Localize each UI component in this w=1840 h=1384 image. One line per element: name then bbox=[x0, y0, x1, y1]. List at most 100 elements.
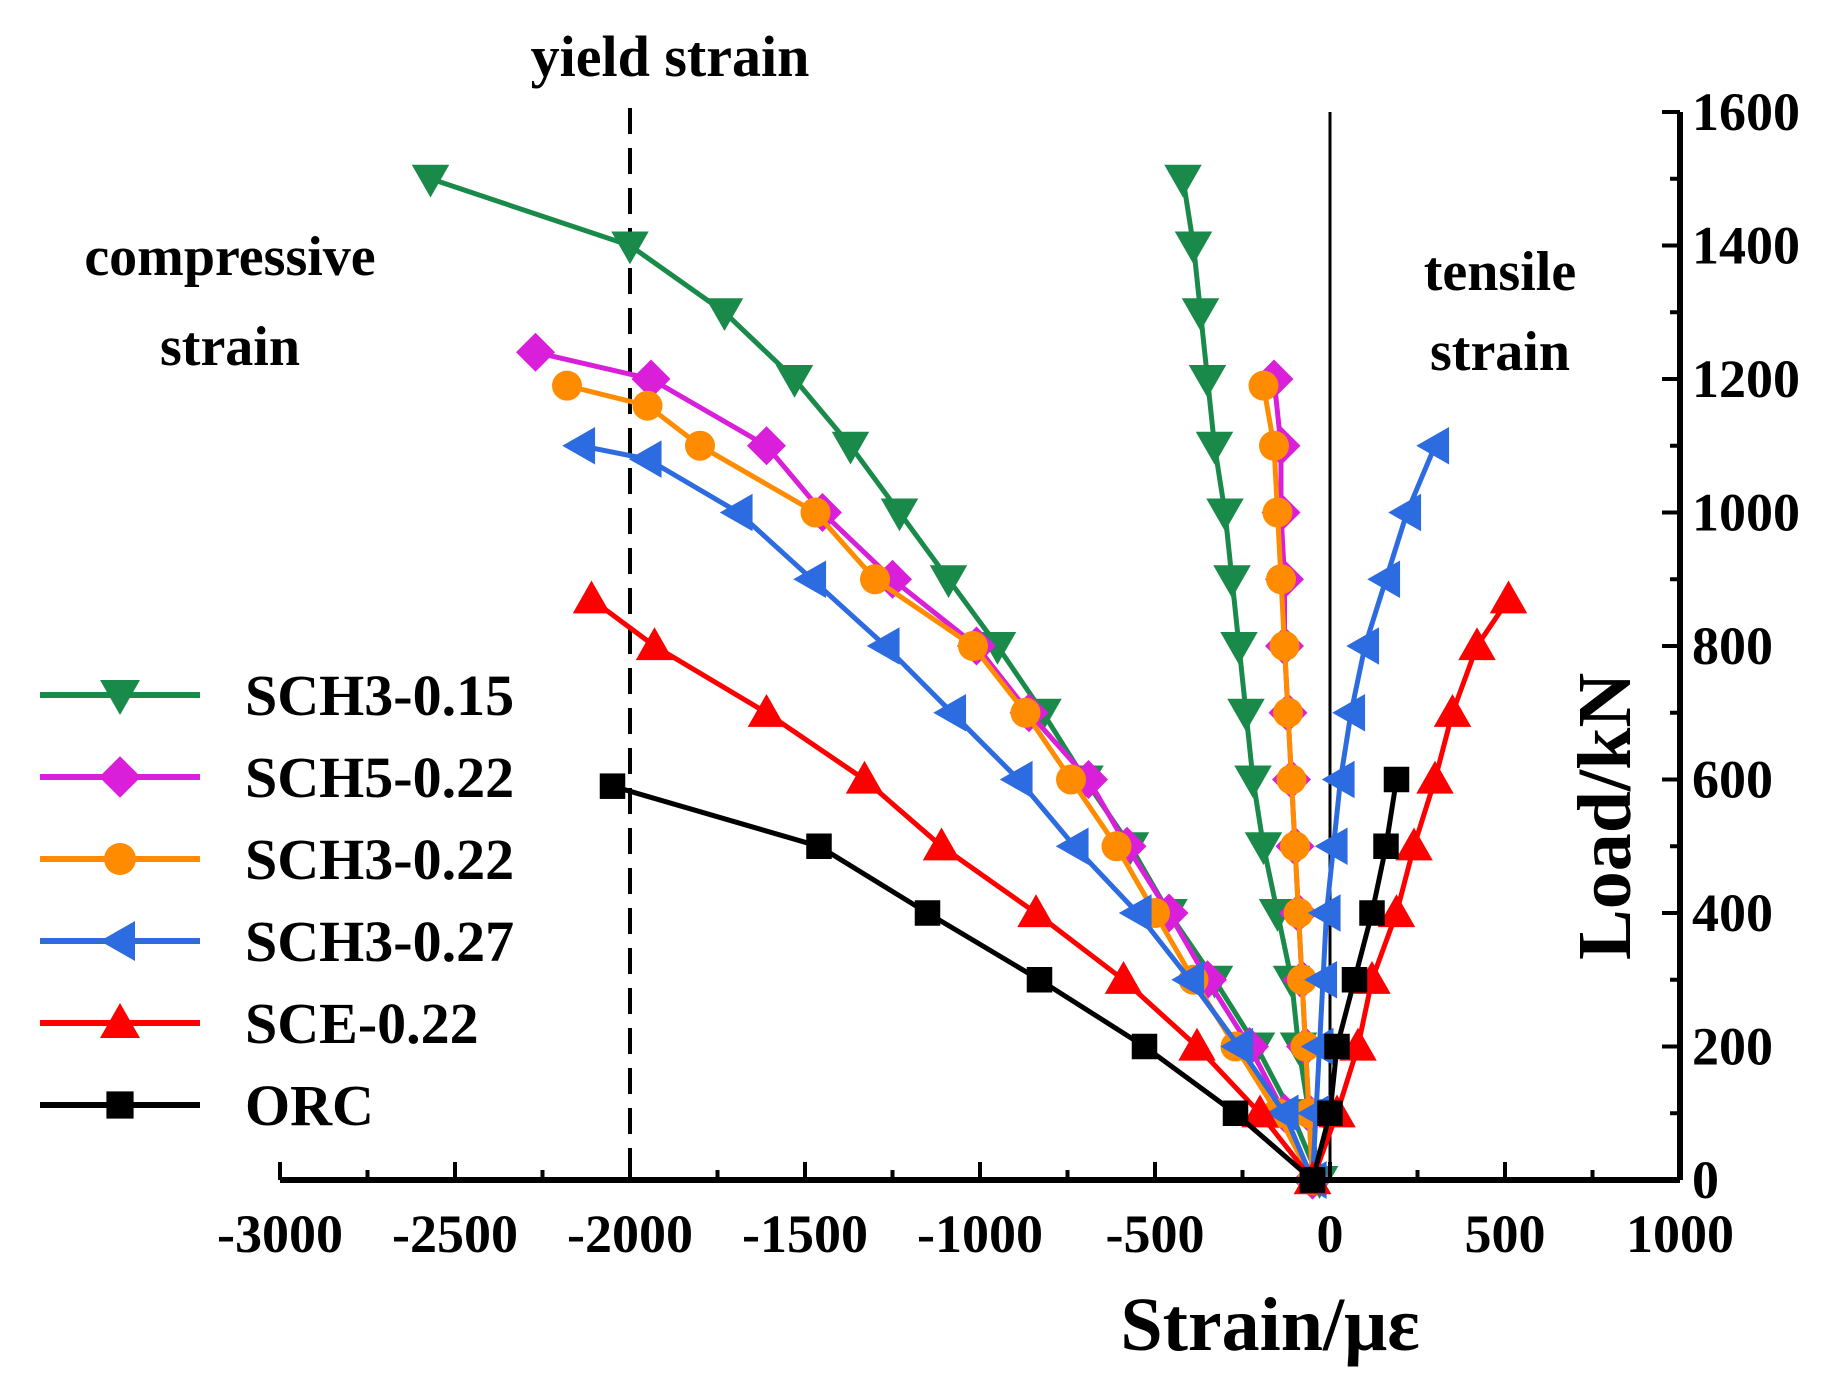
x-tick-label: 500 bbox=[1465, 1204, 1546, 1264]
data-point bbox=[1383, 766, 1410, 793]
series-sce-0.22 bbox=[572, 580, 1528, 1195]
x-tick-label: -2500 bbox=[392, 1204, 518, 1264]
data-point bbox=[1280, 831, 1310, 862]
data-point bbox=[1433, 694, 1472, 727]
data-point bbox=[599, 773, 626, 799]
series-sch3-0.22 bbox=[552, 370, 1328, 1195]
legend-item: SCH3-0.27 bbox=[40, 909, 514, 974]
y-axis-label: Load/kN bbox=[1563, 673, 1647, 960]
data-point bbox=[1287, 964, 1317, 995]
data-point bbox=[1188, 364, 1227, 398]
data-point bbox=[1373, 833, 1399, 859]
data-point bbox=[562, 427, 596, 465]
data-point bbox=[1174, 231, 1213, 265]
data-point bbox=[1104, 961, 1143, 994]
data-point bbox=[914, 900, 941, 926]
data-point bbox=[1010, 697, 1041, 728]
data-point bbox=[747, 694, 786, 727]
data-point bbox=[1283, 898, 1314, 928]
x-tick-label: -500 bbox=[1106, 1204, 1205, 1264]
legend-label: SCE-0.22 bbox=[245, 991, 479, 1056]
data-point bbox=[1171, 961, 1205, 999]
data-point bbox=[1220, 631, 1258, 665]
series-orc bbox=[599, 766, 1410, 1193]
data-point bbox=[1195, 431, 1234, 465]
data-point bbox=[719, 493, 753, 532]
data-point bbox=[1359, 900, 1385, 926]
series-line-sch3-0.27-branch-1 bbox=[580, 443, 1315, 1181]
data-point bbox=[1101, 831, 1132, 862]
x-tick-label: -3000 bbox=[217, 1204, 343, 1264]
data-point bbox=[1346, 627, 1380, 665]
data-point bbox=[552, 370, 582, 401]
data-point bbox=[1131, 1033, 1158, 1060]
series-line-sch3-0.22-branch-1 bbox=[566, 383, 1315, 1182]
data-point bbox=[1324, 1033, 1350, 1060]
x-tick-label: -1500 bbox=[742, 1204, 868, 1264]
data-point bbox=[1241, 1094, 1279, 1128]
y-tick-label: 1000 bbox=[1692, 483, 1800, 543]
data-point bbox=[1055, 827, 1089, 865]
series-line-sch3-0.15-branch-2 bbox=[1180, 178, 1322, 1181]
data-point bbox=[933, 694, 967, 732]
data-point bbox=[1395, 827, 1433, 861]
data-point bbox=[929, 565, 968, 598]
series-line-sch3-0.15-branch-1 bbox=[429, 176, 1322, 1181]
data-point bbox=[1458, 627, 1496, 661]
data-point bbox=[1321, 760, 1355, 799]
legend-swatch-marker bbox=[100, 921, 135, 961]
data-point bbox=[831, 431, 870, 465]
legend-item: SCH3-0.22 bbox=[40, 827, 514, 892]
annotation-tensile: tensile bbox=[1424, 241, 1576, 303]
data-point bbox=[1222, 1100, 1249, 1126]
legend-label: SCH3-0.27 bbox=[245, 909, 514, 974]
axes: -3000 -2500 -2000 -1500 -1000 -500 0 500 1000020… bbox=[217, 82, 1800, 1264]
data-point bbox=[631, 359, 671, 399]
legend-swatch-marker bbox=[99, 756, 141, 798]
data-point bbox=[747, 426, 786, 466]
data-point bbox=[1341, 967, 1368, 993]
data-point bbox=[793, 560, 827, 598]
data-point bbox=[632, 390, 663, 421]
data-point bbox=[1416, 427, 1450, 465]
data-point bbox=[1227, 698, 1265, 732]
data-point bbox=[516, 332, 555, 372]
series-layer bbox=[411, 164, 1528, 1200]
data-point bbox=[1489, 580, 1528, 614]
data-point bbox=[705, 298, 744, 331]
legend-swatch-marker bbox=[106, 1091, 134, 1119]
annotation-tensile-strain: strain bbox=[1430, 321, 1570, 383]
y-tick-label: 0 bbox=[1692, 1150, 1719, 1210]
data-point bbox=[1056, 764, 1086, 795]
data-point bbox=[880, 498, 919, 532]
data-point bbox=[1304, 961, 1338, 999]
data-point bbox=[1181, 298, 1220, 331]
annotation-compressive: compressive bbox=[84, 226, 375, 288]
data-point bbox=[411, 164, 450, 198]
data-point bbox=[1269, 631, 1300, 661]
data-point bbox=[866, 627, 900, 665]
y-tick-label: 800 bbox=[1692, 616, 1773, 676]
data-point bbox=[1220, 1027, 1254, 1066]
y-tick-label: 400 bbox=[1692, 883, 1773, 943]
data-point bbox=[1206, 498, 1244, 532]
y-tick-label: 1400 bbox=[1692, 216, 1800, 276]
x-tick-label: -2000 bbox=[567, 1204, 693, 1264]
data-point bbox=[1026, 967, 1053, 993]
data-point bbox=[635, 627, 674, 661]
series-sch3-0.27 bbox=[562, 427, 1450, 1199]
legend-item: SCH5-0.22 bbox=[40, 745, 514, 810]
data-point bbox=[1259, 430, 1289, 461]
data-point bbox=[1164, 164, 1202, 198]
data-point bbox=[1262, 497, 1293, 528]
data-point bbox=[1234, 765, 1272, 799]
legend-item: ORC bbox=[40, 1073, 374, 1138]
data-point bbox=[958, 631, 988, 661]
legend-swatch-marker bbox=[100, 1003, 140, 1038]
legend: SCH3-0.15 SCH5-0.22 SCH3-0.22 SCH3-0.27 SCE-… bbox=[40, 663, 514, 1138]
x-tick-label: 0 bbox=[1317, 1204, 1344, 1264]
data-point bbox=[1178, 1027, 1216, 1061]
data-point bbox=[845, 760, 884, 794]
data-point bbox=[1017, 894, 1055, 928]
